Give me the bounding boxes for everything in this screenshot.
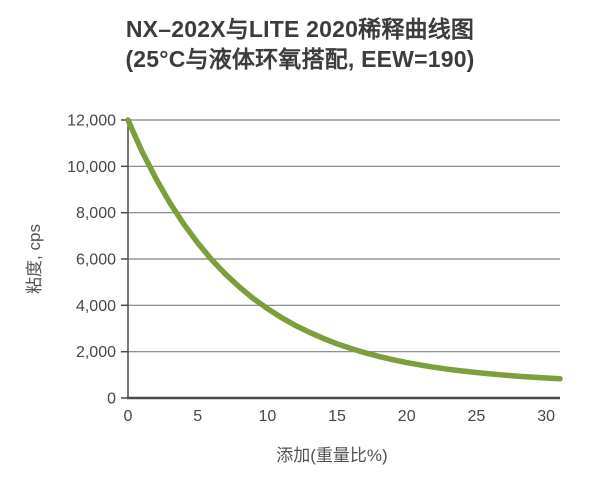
x-tick-label: 10 <box>259 408 277 425</box>
y-tick-label: 2,000 <box>76 344 116 361</box>
y-tick-label: 4,000 <box>76 298 116 315</box>
x-tick-label: 20 <box>398 408 416 425</box>
x-tick-label: 25 <box>468 408 486 425</box>
x-tick-label: 30 <box>537 408 555 425</box>
y-tick-label: 6,000 <box>76 252 116 269</box>
y-axis-title: 粘度, cps <box>25 224 44 294</box>
x-axis-title: 添加(重量比%) <box>276 446 387 465</box>
chart-subtitle: (25°C与液体环氧搭配, EEW=190) <box>125 46 475 72</box>
chart-title: NX–202X与LITE 2020稀释曲线图 <box>125 16 475 42</box>
chart-header: NX–202X与LITE 2020稀释曲线图 (25°C与液体环氧搭配, EEW… <box>0 14 600 74</box>
y-tick-label: 0 <box>107 391 116 408</box>
y-tick-label: 8,000 <box>76 205 116 222</box>
y-tick-label: 12,000 <box>67 113 116 130</box>
viscosity-curve <box>125 117 563 382</box>
plot-area: 0 2,000 4,000 6,000 8,000 10,000 12,000 0 5 10 15 2… <box>25 113 563 465</box>
x-tick-label: 15 <box>328 408 346 425</box>
x-tick-label: 5 <box>193 408 202 425</box>
y-tick-label: 10,000 <box>67 159 116 176</box>
x-tick-label: 0 <box>124 408 133 425</box>
